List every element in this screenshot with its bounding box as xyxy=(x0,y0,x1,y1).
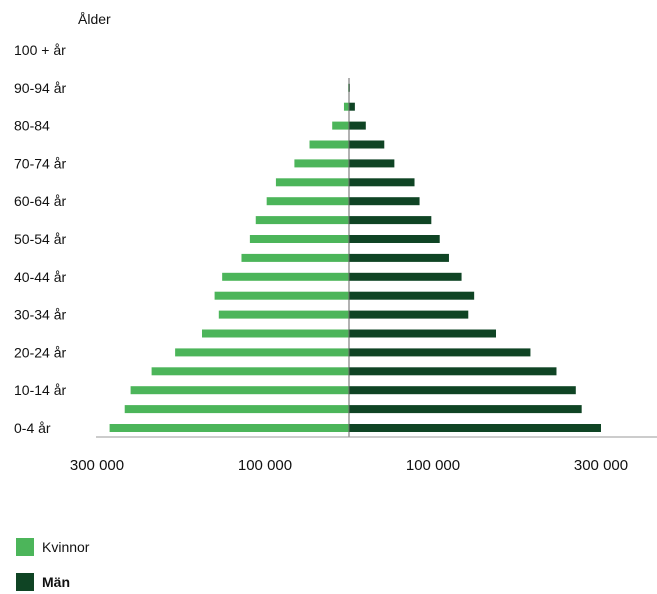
y-tick-label: 70-74 år xyxy=(14,155,66,171)
bar-women-11 xyxy=(255,216,349,225)
bar-women-0 xyxy=(109,424,349,432)
bar-men-0 xyxy=(349,424,601,432)
legend-item-men: Män xyxy=(16,573,70,591)
bar-men-3 xyxy=(349,367,557,376)
y-tick-label: 0-4 år xyxy=(14,420,51,436)
bar-men-13 xyxy=(349,178,415,187)
bar-women-10 xyxy=(249,235,349,243)
y-tick-labels: 0-4 år 10-14 år 20-24 år 30-34 år 40-44 år 50… xyxy=(14,42,66,436)
bar-men-12 xyxy=(349,197,420,206)
y-tick-label: 10-14 år xyxy=(14,382,66,398)
bar-men-8 xyxy=(349,272,462,281)
y-tick-label: 30-34 år xyxy=(14,307,66,323)
bar-men-1 xyxy=(349,405,582,414)
y-tick-label: 40-44 år xyxy=(14,269,66,285)
bar-men-2 xyxy=(349,386,576,395)
y-axis-label: Ålder xyxy=(78,11,111,27)
bar-men-9 xyxy=(349,253,449,262)
x-tick-label: 300 000 xyxy=(70,457,124,474)
legend-item-women: Kvinnor xyxy=(16,538,89,556)
bar-women-5 xyxy=(202,329,349,338)
x-tick-label: 100 000 xyxy=(406,457,460,474)
bar-men-7 xyxy=(349,291,475,300)
bar-women-1 xyxy=(124,405,349,414)
bar-women-8 xyxy=(222,272,349,281)
bar-women-16 xyxy=(332,121,349,130)
x-tick-label: 100 000 xyxy=(238,457,292,474)
bar-women-6 xyxy=(218,310,349,319)
bar-women-9 xyxy=(241,253,349,262)
y-tick-label: 80-84 xyxy=(14,118,50,134)
bar-men-11 xyxy=(349,216,432,225)
y-tick-label: 60-64 år xyxy=(14,193,66,209)
bars-group xyxy=(109,83,601,432)
y-tick-label: 50-54 år xyxy=(14,231,66,247)
bar-men-17 xyxy=(349,102,355,111)
legend-swatch-men xyxy=(16,573,34,591)
bar-men-6 xyxy=(349,310,469,319)
bar-men-14 xyxy=(349,159,395,168)
x-tick-labels: 300 000 100 000 100 000 300 000 xyxy=(70,457,628,474)
bar-men-15 xyxy=(349,140,385,149)
bar-women-3 xyxy=(151,367,349,376)
bar-men-10 xyxy=(349,235,440,243)
bar-men-5 xyxy=(349,329,496,338)
bar-women-13 xyxy=(275,178,349,187)
y-tick-label: 20-24 år xyxy=(14,344,66,360)
bar-women-2 xyxy=(130,386,349,395)
y-tick-label: 90-94 år xyxy=(14,80,66,96)
bar-women-15 xyxy=(309,140,349,149)
bar-women-12 xyxy=(266,197,349,206)
bar-women-7 xyxy=(214,291,349,300)
bar-men-4 xyxy=(349,348,531,357)
bar-men-16 xyxy=(349,121,366,130)
bar-women-17 xyxy=(343,102,349,111)
x-tick-label: 300 000 xyxy=(574,457,628,474)
y-tick-label: 100 + år xyxy=(14,42,66,58)
legend-swatch-women xyxy=(16,538,34,556)
legend-label-men: Män xyxy=(42,574,70,590)
legend-label-women: Kvinnor xyxy=(42,539,90,555)
bar-women-4 xyxy=(175,348,349,357)
bar-women-14 xyxy=(294,159,349,168)
